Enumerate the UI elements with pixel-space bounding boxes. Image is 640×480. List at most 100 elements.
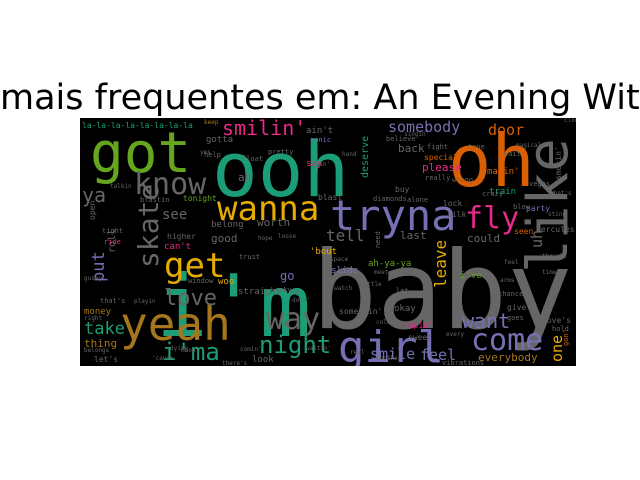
word-slide: slide (331, 266, 358, 276)
word-wanna: wanna (217, 189, 319, 229)
word-cold: cold (376, 319, 391, 326)
word-believe: believe (386, 135, 416, 143)
word-go: go (280, 269, 294, 283)
word-can-t: can't (164, 242, 191, 252)
word-clocks: clocks (564, 118, 576, 124)
word-ay: ay (292, 289, 300, 296)
word-moon: moon (181, 347, 196, 354)
word-hold: hold (552, 325, 569, 333)
word-cloud: i'm baby ooh oh got yeah like tryna girl wanna kno… (80, 118, 576, 366)
word-float: float (242, 155, 263, 163)
word-every: every (446, 331, 464, 338)
word-space: space (330, 256, 348, 263)
word-dying: dying (170, 345, 188, 352)
word-singin: singin' (404, 131, 429, 138)
word-belongs: belongs (84, 347, 110, 354)
word-blast: blast (318, 193, 342, 202)
word-say: say (306, 159, 323, 169)
word-please: please (422, 161, 462, 174)
word-diamonds: diamonds (373, 195, 407, 203)
word-woo: woo (218, 277, 234, 287)
word-cause: 'cause (152, 355, 174, 362)
word-goin: goin' (312, 161, 330, 168)
word-party: party (526, 204, 550, 213)
word-good: good (211, 232, 238, 245)
word-money: money (84, 307, 112, 317)
word-sting: sting (548, 211, 566, 218)
word-little: little (360, 281, 382, 288)
word-come: come (471, 323, 543, 358)
word-hand: hand (342, 151, 357, 158)
word-gon: gon' (562, 329, 570, 346)
word-lock: lock (443, 199, 462, 208)
word-talkin: talkin (110, 183, 132, 190)
word-true: true (468, 143, 485, 151)
word-tight: tight (102, 227, 123, 235)
word-know: know (134, 167, 207, 202)
word-loose: loose (278, 233, 296, 240)
word-wrong: wrong (452, 176, 473, 184)
word-bout: 'bout (310, 247, 337, 257)
word-look: look (252, 355, 274, 365)
word-tonight: tonight (183, 194, 217, 203)
word-train: train (489, 187, 516, 197)
word-everybody: everybody (478, 351, 538, 364)
word-vegas: vegas (529, 180, 550, 188)
word-love: love (164, 286, 217, 311)
word-cloud-background (80, 118, 576, 366)
word-i-ve: i've (460, 271, 482, 281)
word-tell: tell (326, 226, 365, 245)
word-skate: skate (132, 184, 165, 268)
word-playin: playin (134, 298, 156, 305)
word-alone: alone (407, 196, 428, 204)
word-okay: okay (394, 304, 416, 314)
word-really: really (425, 174, 450, 182)
word-hope: hope (258, 235, 273, 242)
word-need: need (374, 231, 382, 248)
word-gushy: gushy (84, 275, 102, 282)
word-doin: doin' (292, 297, 310, 304)
word-silk: silk (447, 210, 466, 219)
word-special: special (424, 153, 458, 162)
word-night: night (259, 331, 331, 359)
word-feel: feel (504, 259, 519, 266)
word-waitin: waitin' (306, 345, 331, 352)
word-got: got (90, 121, 191, 186)
word-oh: oh (448, 119, 535, 203)
word-i-m: i'm (156, 257, 311, 357)
word-back: back (398, 142, 425, 155)
word-buy: buy (395, 185, 410, 194)
word-magical: magical (516, 142, 542, 149)
word-another: another (376, 355, 402, 362)
word-ooh: ooh (212, 125, 349, 214)
word-ah: ah (238, 171, 251, 184)
word-smokin: smokin' (554, 146, 563, 180)
word-thought: thought (542, 253, 568, 260)
word-straight: straight (238, 287, 281, 297)
word-way: way (266, 302, 320, 337)
word-hopin: hopin' (404, 321, 433, 330)
word-sky: sky (279, 286, 292, 294)
word-feel: feel (420, 346, 456, 364)
word-sweet: sweet (408, 333, 432, 342)
word-meet: meet (374, 269, 389, 276)
word-right: right (84, 315, 102, 322)
word-trust: trust (239, 253, 260, 261)
word-chance: chance (498, 290, 523, 298)
word-let-s: let's (94, 355, 118, 364)
word-blastin: blastin (140, 196, 170, 204)
word-pretty: pretty (268, 148, 293, 156)
word-la-la-la-la-la-la-la-la: la-la-la-la-la-la-la-la (82, 121, 193, 130)
word-what-s: what's (550, 190, 572, 197)
word-put: put (89, 251, 109, 282)
word-yes: yes (200, 149, 211, 156)
word-want: want (462, 309, 510, 333)
word-take: take (84, 319, 125, 339)
word-keep: keep (204, 119, 219, 126)
word-give: give (507, 303, 526, 312)
word-time: time (542, 269, 557, 276)
word-thing: thing (84, 337, 117, 350)
word-get: get (164, 246, 225, 286)
word-smilin: smilin' (222, 118, 306, 140)
word-makin: makin' (487, 167, 520, 177)
